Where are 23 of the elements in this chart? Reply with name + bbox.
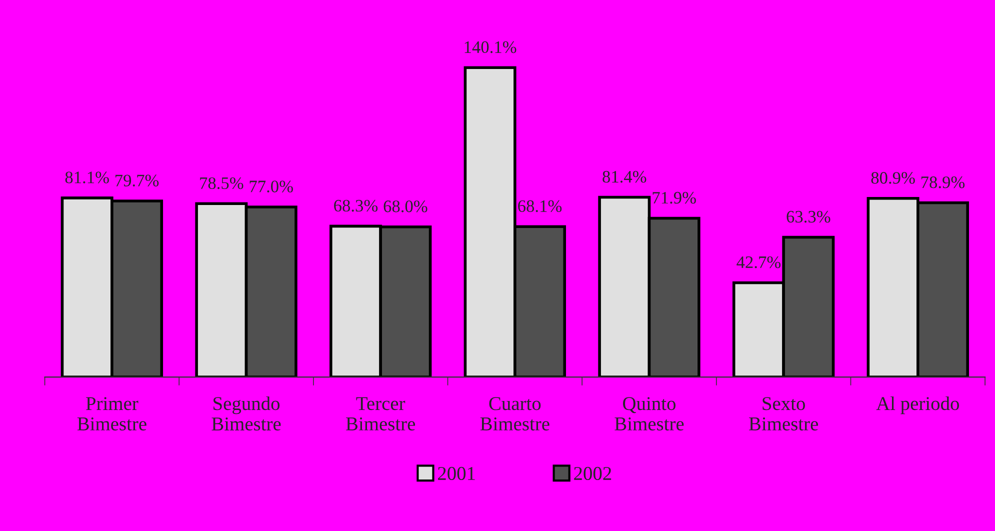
data-label: 68.1% (518, 200, 562, 212)
x-tick-label: Tercer Bimestre (346, 397, 416, 430)
data-label: 78.5% (200, 177, 244, 190)
data-label: 80.9% (871, 172, 915, 184)
data-label: 68.0% (384, 200, 428, 212)
x-tick-label: Al periodo (876, 396, 959, 414)
data-label: 71.9% (652, 192, 696, 204)
x-tick-label: Cuarto Bimestre (480, 397, 550, 430)
data-label: 63.3% (786, 210, 830, 223)
data-label: 79.7% (116, 174, 159, 186)
x-tick-label: Sexto Bimestre (749, 397, 818, 430)
data-label: 140.1% (464, 41, 516, 54)
data-label: 81.1% (65, 172, 109, 184)
data-label: 68.3% (334, 200, 378, 212)
data-label: 81.4% (602, 170, 646, 183)
data-label: 78.9% (921, 176, 965, 188)
data-label: 77.0% (250, 180, 293, 192)
x-tick-label: Quinto Bimestre (614, 397, 684, 430)
x-tick-label: Primer Bimestre (77, 397, 146, 430)
legend-label: 2001 (438, 466, 475, 480)
x-tick-label: Segundo Bimestre (212, 396, 281, 431)
data-label: 42.7% (736, 256, 781, 268)
legend-label: 2002 (574, 466, 612, 480)
